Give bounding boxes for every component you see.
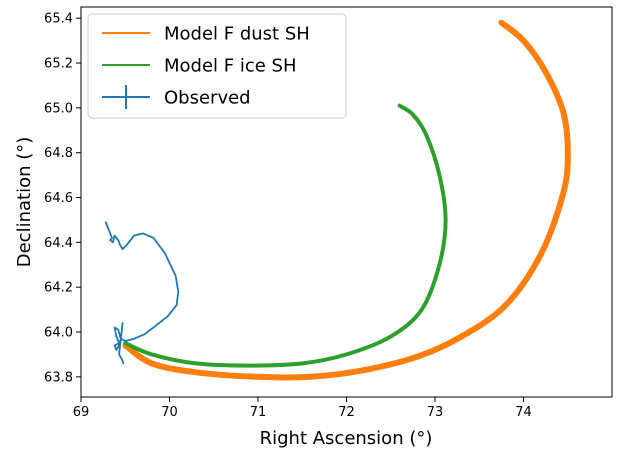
y-axis-label: Declination (°) xyxy=(14,137,35,268)
series-line-2 xyxy=(104,221,180,365)
series-layer xyxy=(104,19,571,381)
series-line-0 xyxy=(122,19,571,381)
x-tick-label: 73 xyxy=(427,405,444,420)
legend-label: Model F dust SH xyxy=(164,24,310,45)
x-tick-label: 74 xyxy=(515,405,532,420)
x-tick-label: 70 xyxy=(161,405,178,420)
x-tick-label: 72 xyxy=(338,405,355,420)
legend: Model F dust SH Model F ice SH Observed xyxy=(87,13,347,119)
y-tick-label: 64.6 xyxy=(44,191,73,206)
y-tick-label: 64.2 xyxy=(44,281,73,296)
x-tick-label: 71 xyxy=(250,405,267,420)
y-tick-label: 64.4 xyxy=(44,236,73,251)
y-axis: 63.8 64.0 64.2 64.4 64.6 64.8 65.0 65.2 65.4 xyxy=(44,12,81,385)
y-tick-label: 65.2 xyxy=(44,57,73,72)
y-tick-label: 64.0 xyxy=(44,326,73,341)
legend-label: Observed xyxy=(164,88,251,109)
x-tick-label: 69 xyxy=(73,405,90,420)
x-axis-label: Right Ascension (°) xyxy=(260,428,433,449)
series-line-1 xyxy=(123,103,448,368)
y-tick-label: 63.8 xyxy=(44,370,73,385)
legend-box xyxy=(87,13,347,119)
legend-label: Model F ice SH xyxy=(164,56,297,77)
x-axis: 69 70 71 72 73 74 xyxy=(73,397,532,420)
y-tick-label: 65.4 xyxy=(44,12,73,27)
y-tick-label: 64.8 xyxy=(44,146,73,161)
y-tick-label: 65.0 xyxy=(44,101,73,116)
